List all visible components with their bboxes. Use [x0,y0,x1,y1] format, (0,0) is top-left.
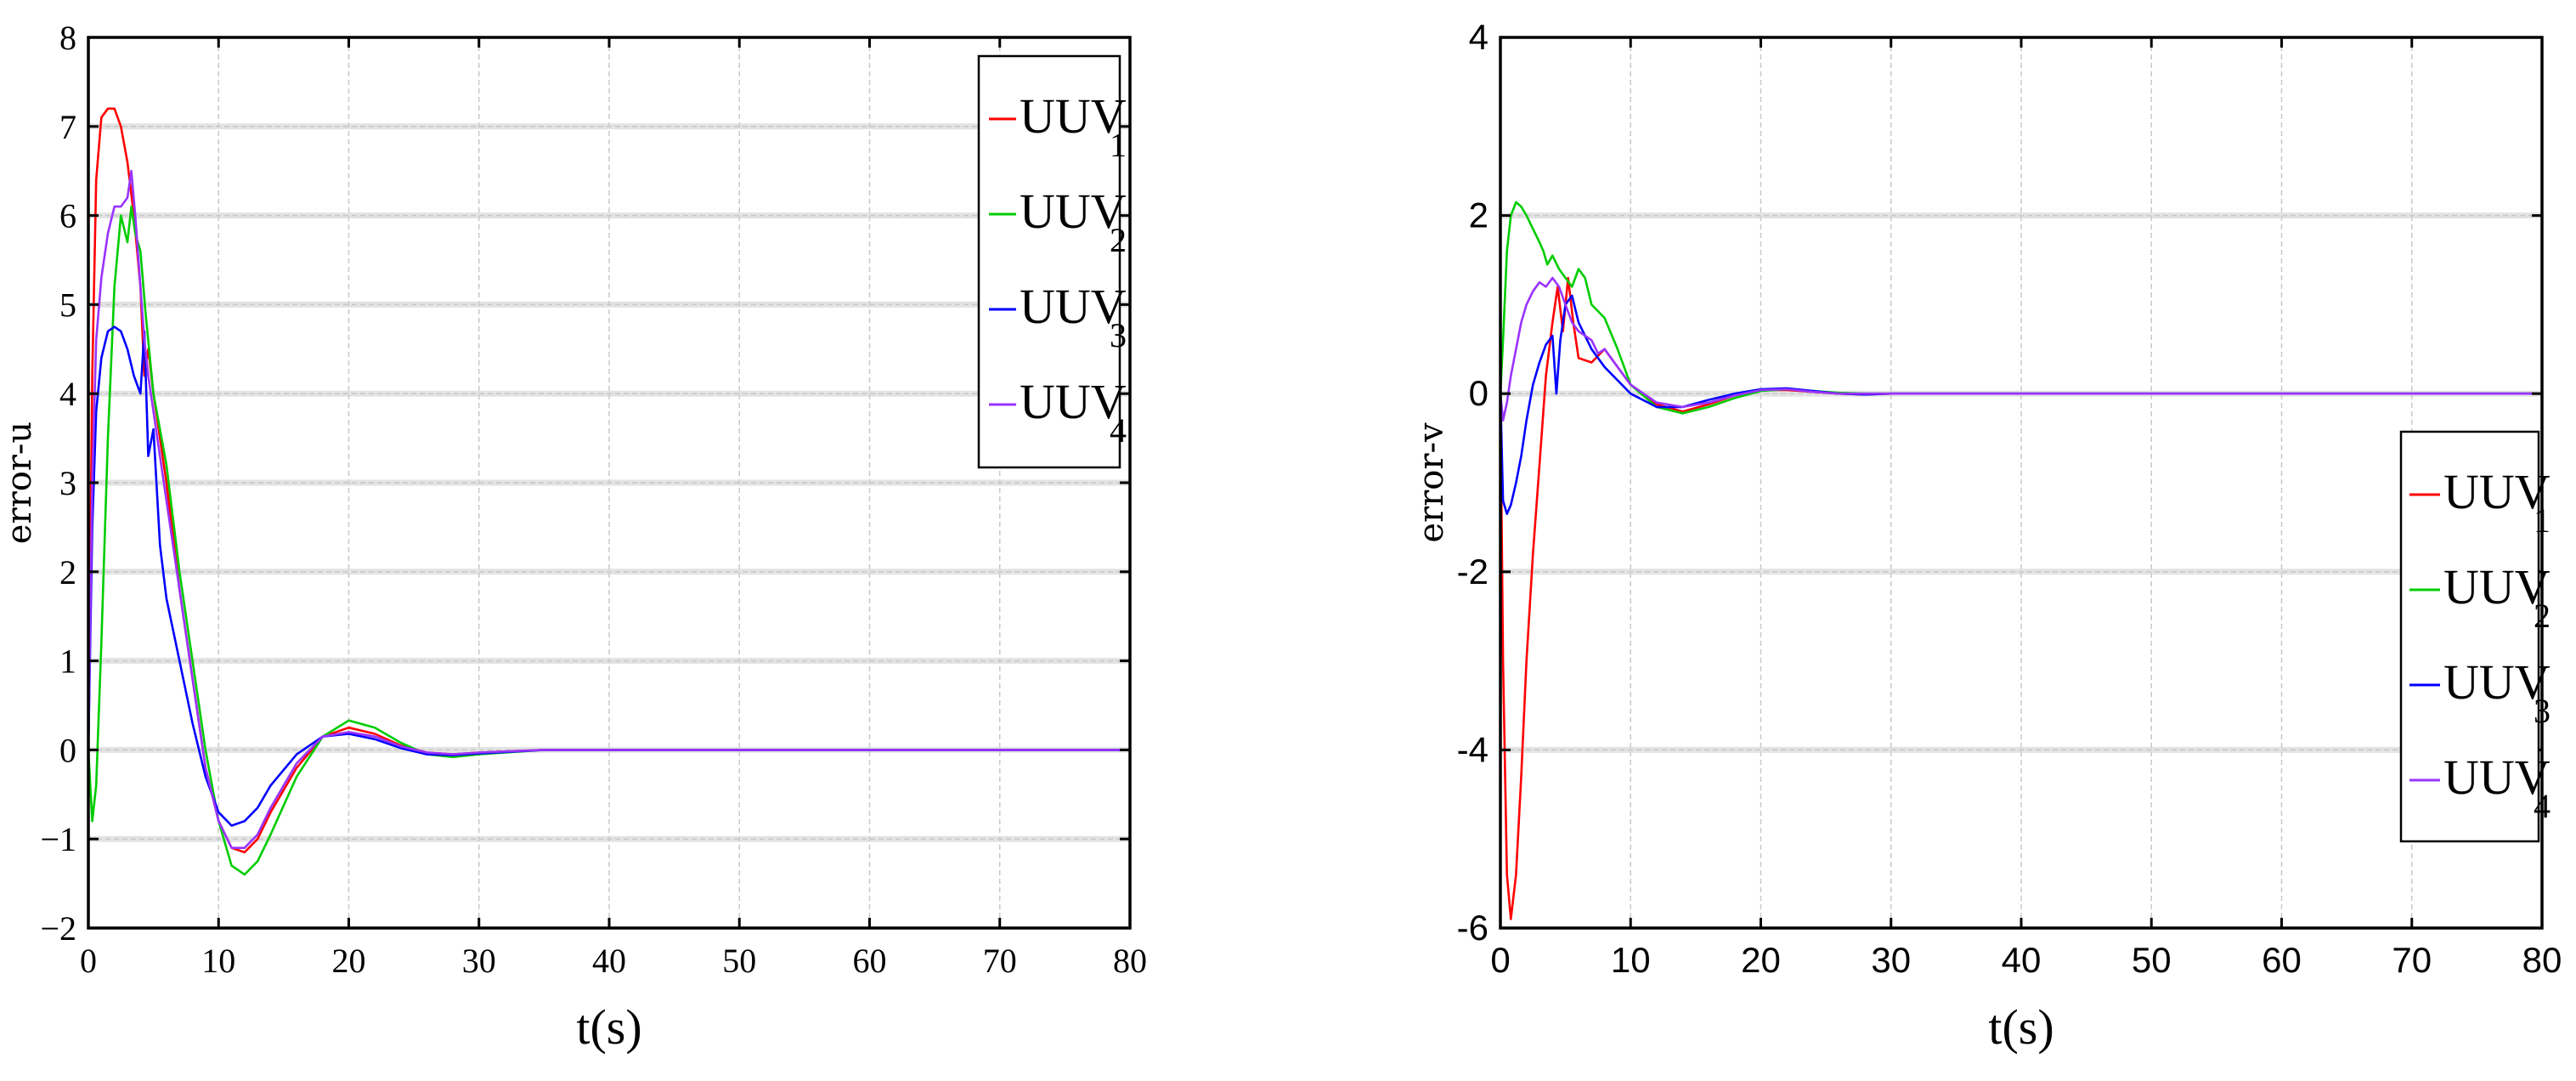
y-tick-label: 4 [59,375,76,413]
y-tick-label: -4 [1457,729,1489,769]
x-tick-label: 60 [2262,940,2302,980]
x-tick-label: 0 [1490,940,1510,980]
legend-sub-uuv1: 1 [1110,126,1127,164]
y-tick-label: 1 [59,642,76,681]
y-tick-label: 6 [59,197,76,235]
legend-box [977,54,1121,469]
y-tick-label: 0 [59,731,76,769]
x-tick-label: 40 [592,942,626,980]
y-tick-label: −2 [40,909,76,948]
x-tick-label: 0 [80,942,97,980]
legend-sub-uuv4: 4 [2534,787,2551,825]
legend-label-uuv2: UUV [2443,559,2551,614]
legend-label-uuv3: UUV [1020,279,1127,334]
x-tick-label: 20 [1741,940,1781,980]
x-tick-label: 80 [2522,940,2562,980]
x-tick-label: 20 [332,942,366,980]
y-tick-label: -2 [1457,552,1489,591]
legend-label-uuv4: UUV [2443,750,2551,805]
legend-sub-uuv2: 2 [1110,221,1127,259]
x-tick-label: 70 [983,942,1017,980]
x-tick-label: 80 [1113,942,1147,980]
y-axis-label: error-u [0,422,39,544]
x-tick-label: 70 [2392,940,2432,980]
y-tick-label: 2 [59,553,76,591]
series-line-uuv4 [87,169,1130,849]
legend-sub-uuv1: 1 [2534,501,2551,540]
series-line-uuv4 [1499,276,2542,422]
y-tick-label: 4 [1469,17,1489,57]
chart-2: 0 10 20 30 40 50 60 70 80 -6 -4 -2 0 2 4 t(s) error-v UUV… [1412,17,2562,1055]
x-tick-label: 50 [2132,940,2172,980]
legend-box [2399,430,2540,843]
legend-label-uuv4: UUV [1020,374,1127,429]
y-tick-label: 8 [59,19,76,57]
x-tick-label: 40 [2002,940,2042,980]
y-tick-label: 7 [59,108,76,146]
y-axis-label: error-v [1412,422,1451,543]
x-tick-label: 10 [201,942,235,980]
y-tick-label: 2 [1469,195,1489,235]
x-tick-label: 60 [853,942,887,980]
x-axis-label: t(s) [1988,999,2053,1055]
legend-sub-uuv3: 3 [1110,316,1127,354]
y-tick-label: 5 [59,286,76,324]
chart-1: 0 10 20 30 40 50 60 70 80 −2 −1 0 1 2 3 4 5 6 7 8 t(s) error-… [0,19,1147,1055]
y-tick-label: 3 [59,464,76,502]
legend-label-uuv1: UUV [2443,464,2551,519]
y-tick-label: 0 [1469,373,1489,413]
y-tick-label: −1 [40,820,76,858]
y-tick-label: -6 [1457,908,1489,948]
legend-label-uuv3: UUV [2443,654,2551,710]
legend-sub-uuv3: 3 [2534,692,2551,730]
legend-label-uuv1: UUV [1020,88,1127,144]
x-axis-label: t(s) [576,999,641,1055]
x-tick-label: 50 [722,942,756,980]
legend-sub-uuv4: 4 [1110,411,1127,450]
legend-sub-uuv2: 2 [2534,597,2551,635]
x-tick-label: 30 [1871,940,1911,980]
legend-label-uuv2: UUV [1020,184,1127,239]
x-tick-label: 30 [462,942,496,980]
x-tick-label: 10 [1611,940,1651,980]
